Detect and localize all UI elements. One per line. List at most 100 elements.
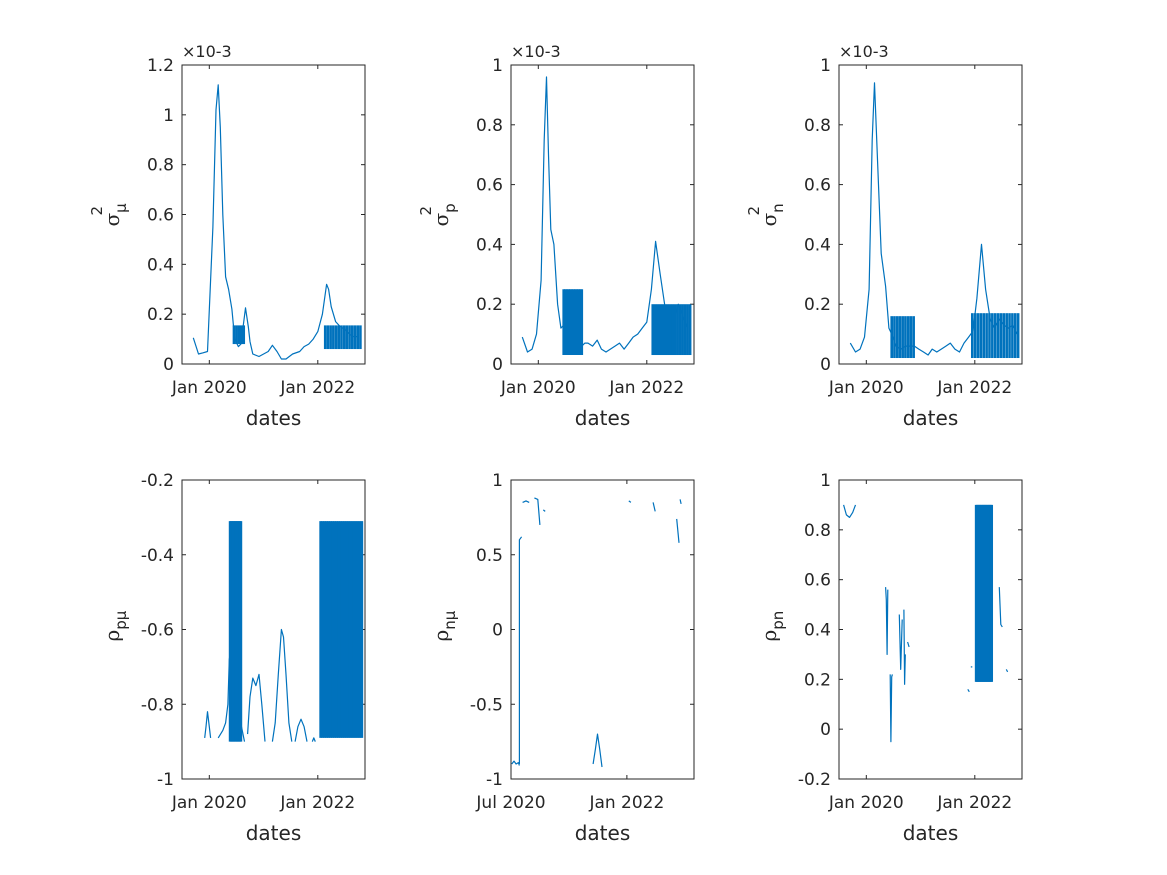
x-tick-label: Jan 2022 [608,378,684,398]
series-line [592,733,603,768]
x-tick-label: Jan 2020 [828,793,904,813]
y-tick-label: 0 [492,621,503,641]
y-tick-label: 1 [492,56,503,76]
exponent-label: ×10-3 [839,42,889,61]
series-line [998,587,1003,628]
y-tick-label: 0.6 [147,206,174,226]
x-axis-label: dates [246,406,302,430]
series-line [889,674,893,743]
x-tick-label: Jan 2020 [828,378,904,398]
y-tick-label: 0.2 [804,295,831,315]
series-line [518,536,523,764]
y-tick-label: 1.2 [147,56,174,76]
y-tick-label: 0 [163,355,174,375]
y-axis-label-main: ρ [757,630,781,642]
x-tick-label: Jan 2020 [500,378,576,398]
x-tick-label: Jan 2022 [588,793,664,813]
y-axis-label-sup: 2 [88,206,106,216]
y-tick-label: 0.2 [476,295,503,315]
y-tick-label: 0.8 [476,116,503,136]
y-tick-label: 1 [492,471,503,491]
series-line [903,609,906,685]
exponent-label: ×10-3 [182,42,232,61]
y-tick-label: 0 [492,355,503,375]
x-axis-label: dates [246,821,302,845]
axes-box [510,479,695,780]
y-axis-label-main: σ [100,213,124,227]
series-line [511,760,520,766]
series-line [522,500,530,503]
y-axis-label: σp [429,203,459,226]
x-axis-label: dates [903,406,959,430]
y-axis-label-main: ρ [100,630,124,642]
axes-box [510,64,695,365]
y-tick-label: -0.4 [141,546,174,566]
subplot-4: -1 -0.8 -0.6 -0.4 -0.2 Jan 2020 Jan 2022 dates ρ… [100,471,366,845]
y-tick-label: 0.4 [804,621,831,641]
y-tick-label: 0.6 [804,176,831,196]
y-axis-label-sub: pμ [112,610,130,630]
series-line [534,497,541,525]
y-axis-label-main: ρ [429,630,453,642]
series-line [271,628,293,742]
y-axis-label-sub: μ [112,203,130,213]
y-tick-label: 0 [820,720,831,740]
y-tick-label: -0.2 [141,471,174,491]
y-axis-label: σn [757,203,787,226]
y-tick-label: -1 [486,770,503,790]
series-line [898,614,903,671]
series-line [1005,669,1009,673]
y-axis-label: ρpμ [100,610,130,641]
y-axis-label: ρpn [757,611,787,642]
subplot-6: -0.2 0 0.2 0.4 0.6 0.8 1 Jan 2020 Jan 2022 dates ρ… [757,471,1023,845]
x-tick-label: Jan 2020 [171,378,247,398]
x-axis-label: dates [575,821,631,845]
y-tick-label: 0.6 [476,176,503,196]
y-tick-label: -0.8 [141,695,174,715]
series-line [652,502,656,512]
y-axis-label-main: σ [757,213,781,227]
x-tick-label: Jan 2022 [936,378,1012,398]
y-tick-label: 0.4 [804,235,831,255]
y-tick-label: 0.8 [147,156,174,176]
series-line [907,641,910,648]
y-tick-label: 0.2 [147,305,174,325]
series-line [294,718,308,742]
exponent-label: ×10-3 [511,42,561,61]
x-axis-label: dates [903,821,959,845]
x-axis-label: dates [575,406,631,430]
series-line [967,688,970,693]
y-axis-label: σμ [100,203,130,227]
y-axis-label-sub: nμ [441,610,459,630]
axes-box [838,64,1023,365]
y-tick-label: 0.4 [476,235,503,255]
series-line [311,737,316,742]
y-axis-label-sup: 2 [417,206,435,216]
y-tick-label: 1 [820,471,831,491]
y-tick-label: 0.2 [804,670,831,690]
y-tick-label: 0.4 [147,255,174,275]
axes-box [838,479,1023,780]
y-tick-label: 1 [820,56,831,76]
subplot-1: 0 0.2 0.4 0.6 0.8 1 1.2 Jan 2020 Jan 2022 dates σμ… [88,42,366,430]
series-line [628,500,632,503]
y-tick-label: 0.5 [476,546,503,566]
series-line [849,82,1018,356]
series-line [247,673,266,742]
y-axis-label-sub: pn [769,611,787,630]
y-axis-label-sub: n [769,203,787,213]
y-tick-label: 0.6 [804,571,831,591]
y-tick-label: 0.8 [804,521,831,541]
y-tick-label: 0 [820,355,831,375]
x-tick-label: Jan 2022 [279,378,355,398]
y-tick-label: -1 [157,770,174,790]
series-line [192,84,359,360]
y-tick-label: -0.6 [141,621,174,641]
x-tick-label: Jan 2020 [171,793,247,813]
x-tick-label: Jul 2020 [475,793,545,813]
series-line [521,76,688,353]
y-tick-label: 0.8 [804,116,831,136]
x-tick-label: Jan 2022 [279,793,355,813]
y-tick-label: -0.2 [798,770,831,790]
